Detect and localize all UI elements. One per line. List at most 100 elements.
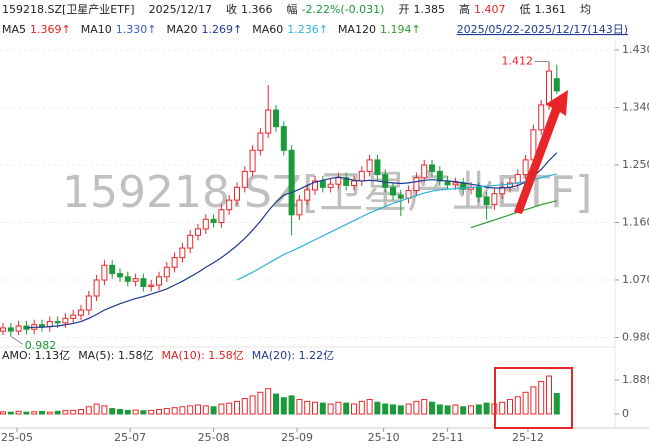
volume-bar: [507, 399, 513, 415]
volume-bar: [358, 400, 365, 415]
volume-bar: [319, 402, 326, 415]
ma-line: [236, 173, 557, 281]
volume-bar: [413, 400, 420, 415]
candle-body: [312, 180, 318, 191]
volume-bar: [397, 405, 404, 415]
candle-body: [358, 170, 365, 182]
candle-body: [522, 159, 529, 176]
volume-bar: [553, 393, 560, 415]
volume-bar: [288, 395, 295, 415]
ma-line: [470, 200, 557, 229]
ma-legend-value: 1.269↑: [201, 23, 242, 36]
ma-legend-value: 1.369↑: [30, 23, 71, 36]
candle-body: [241, 170, 248, 188]
volume-bar: [202, 405, 209, 415]
candle-body: [156, 276, 162, 286]
volume-bar: [31, 411, 38, 415]
volume-bar: [46, 411, 53, 415]
candle-body: [327, 183, 334, 188]
candle-body: [187, 234, 194, 249]
ma-legend-name: MA60: [252, 23, 283, 36]
candle-body: [374, 159, 381, 176]
volume-bar: [366, 399, 373, 415]
volume-bar: [226, 402, 233, 415]
volume-bar: [444, 405, 451, 415]
volume-bar: [280, 397, 287, 415]
header-field: 2025/12/17: [149, 3, 212, 16]
candle-body: [210, 218, 217, 223]
volume-bar: [335, 401, 342, 415]
volume-bar: [195, 404, 201, 415]
candle-body: [351, 180, 357, 186]
candle-body: [452, 182, 459, 186]
ma-legend-value: 1.236↑: [287, 23, 328, 36]
volume-bar: [140, 410, 147, 415]
candle-body: [124, 276, 131, 282]
volume-bar: [93, 403, 100, 415]
volume-bar: [546, 375, 552, 415]
candle-body: [78, 309, 84, 316]
volume-bar: [210, 406, 217, 415]
ma-line: [26, 152, 558, 329]
volume-bar: [522, 391, 529, 415]
header-field: 收: [226, 2, 237, 16]
volume-legend: MA(20): 1.22亿: [252, 349, 334, 362]
candle-body: [280, 126, 287, 151]
ma-legend-name: MA120: [338, 23, 376, 36]
header-field: 均: [580, 3, 591, 16]
volume-bar: [483, 402, 490, 415]
header-field: 低: [519, 3, 530, 16]
volume-bar: [78, 408, 84, 415]
y-tick-label: 1.070: [622, 273, 649, 286]
candle-body: [475, 186, 482, 198]
candle-body: [366, 159, 373, 172]
trend-arrow: [514, 90, 568, 214]
candle-body: [171, 257, 178, 268]
header-field: 1.366: [241, 3, 273, 16]
volume-bar: [530, 386, 537, 415]
ma-legend-value: 1.330↑: [116, 23, 157, 36]
volume-bar: [475, 404, 482, 415]
candle-body: [514, 174, 521, 184]
x-tick-label: 25-09: [281, 431, 313, 444]
x-tick-label: 25-11: [432, 431, 464, 444]
candle-body: [265, 109, 272, 134]
candle-body: [553, 78, 560, 92]
candle-body: [101, 264, 108, 281]
volume-bar: [85, 406, 92, 415]
volume-legend: AMO: 1.13亿: [2, 349, 70, 362]
volume-bar: [15, 410, 22, 415]
volume-bar: [187, 405, 194, 415]
candle-body: [109, 264, 116, 275]
volume-bar: [436, 404, 443, 415]
y-tick-label: 1.160: [622, 215, 649, 228]
candle-body: [234, 186, 240, 201]
date-range: 2025/05/22-2025/12/17(143日): [457, 23, 628, 36]
header-field: 1.407: [474, 3, 506, 16]
y-tick-label: 0.980: [622, 331, 649, 344]
volume-bar: [101, 405, 108, 415]
volume-bar: [499, 401, 506, 415]
low-pointer: [10, 335, 24, 345]
candle-body: [140, 278, 147, 287]
high-label: 1.412: [502, 54, 534, 67]
candle-body: [70, 314, 77, 319]
volume-legend: MA(10): 1.58亿: [161, 349, 243, 362]
header-field: 1.361: [534, 3, 566, 16]
volume-bar: [273, 393, 279, 415]
candle-body: [117, 273, 123, 278]
candle-body: [343, 177, 350, 186]
ma-legend-name: MA20: [166, 23, 197, 36]
candle-body: [421, 164, 428, 179]
volume-bar: [39, 410, 45, 415]
x-tick-label: 25-10: [368, 431, 400, 444]
header-field: 幅: [287, 3, 298, 16]
ma-legend-name: MA5: [2, 23, 26, 36]
volume-bar: [249, 395, 256, 415]
volume-bar: [70, 409, 77, 415]
header-field: -2.22%(-0.031): [302, 3, 385, 16]
volume-bar: [390, 404, 396, 415]
volume-bar: [327, 403, 334, 415]
candle-body: [195, 228, 201, 236]
volume-bar: [23, 411, 30, 415]
